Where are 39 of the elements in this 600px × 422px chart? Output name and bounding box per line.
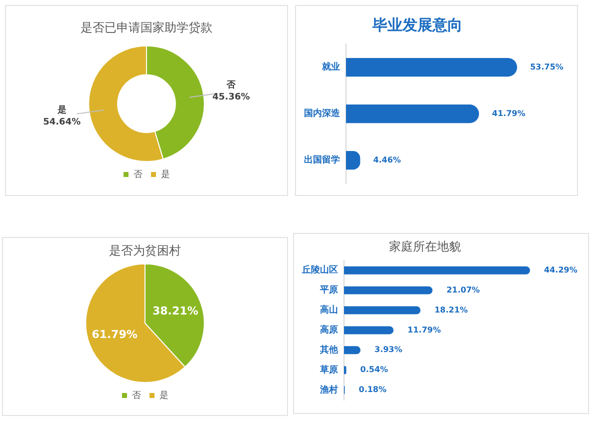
legend-label: 否: [134, 170, 142, 180]
y-tick-label: 其他: [319, 344, 339, 356]
y-tick-label: 草原: [319, 364, 338, 376]
chart-title: 是否已申请国家助学贷款: [80, 20, 212, 34]
y-tick-label: 出国留学: [304, 154, 340, 166]
slice-label: 是: [56, 104, 66, 116]
bar: [344, 326, 394, 334]
data-label: 0.54%: [360, 365, 388, 374]
y-tick-label: 国内深造: [304, 108, 341, 120]
y-tick-label: 高山: [320, 304, 338, 316]
data-label: 11.79%: [408, 325, 441, 334]
chart-title: 是否为贫困村: [109, 243, 181, 258]
data-label: 4.46%: [373, 155, 401, 164]
data-label: 3.93%: [374, 345, 402, 354]
chart-title: 毕业发展意向: [372, 16, 462, 34]
bar: [344, 306, 420, 314]
y-tick-label: 高原: [320, 324, 338, 336]
chart-title: 家庭所在地貌: [389, 239, 461, 254]
slice-label: 否: [226, 80, 237, 91]
data-label: 61.79%: [92, 328, 138, 341]
data-label: 21.07%: [446, 285, 480, 294]
bar: [344, 346, 361, 354]
bar: [344, 286, 432, 294]
bar: [344, 266, 530, 274]
data-label: 41.79%: [492, 108, 526, 118]
y-tick-label: 丘陵山区: [301, 264, 338, 276]
legend-label: 否: [132, 390, 141, 401]
legend-label: 是: [161, 168, 170, 180]
data-label: 18.21%: [434, 305, 468, 314]
data-label: 53.75%: [530, 62, 564, 72]
data-label: 44.29%: [544, 265, 578, 274]
y-tick-label: 就业: [321, 62, 340, 73]
y-tick-label: 平原: [319, 284, 338, 296]
legend-label: 是: [160, 390, 168, 401]
data-label: 0.18%: [358, 385, 387, 394]
y-tick-label: 渔村: [319, 384, 338, 396]
data-label: 38.21%: [152, 304, 198, 318]
data-label: 45.36%: [212, 92, 250, 103]
data-label: 54.64%: [43, 117, 81, 128]
